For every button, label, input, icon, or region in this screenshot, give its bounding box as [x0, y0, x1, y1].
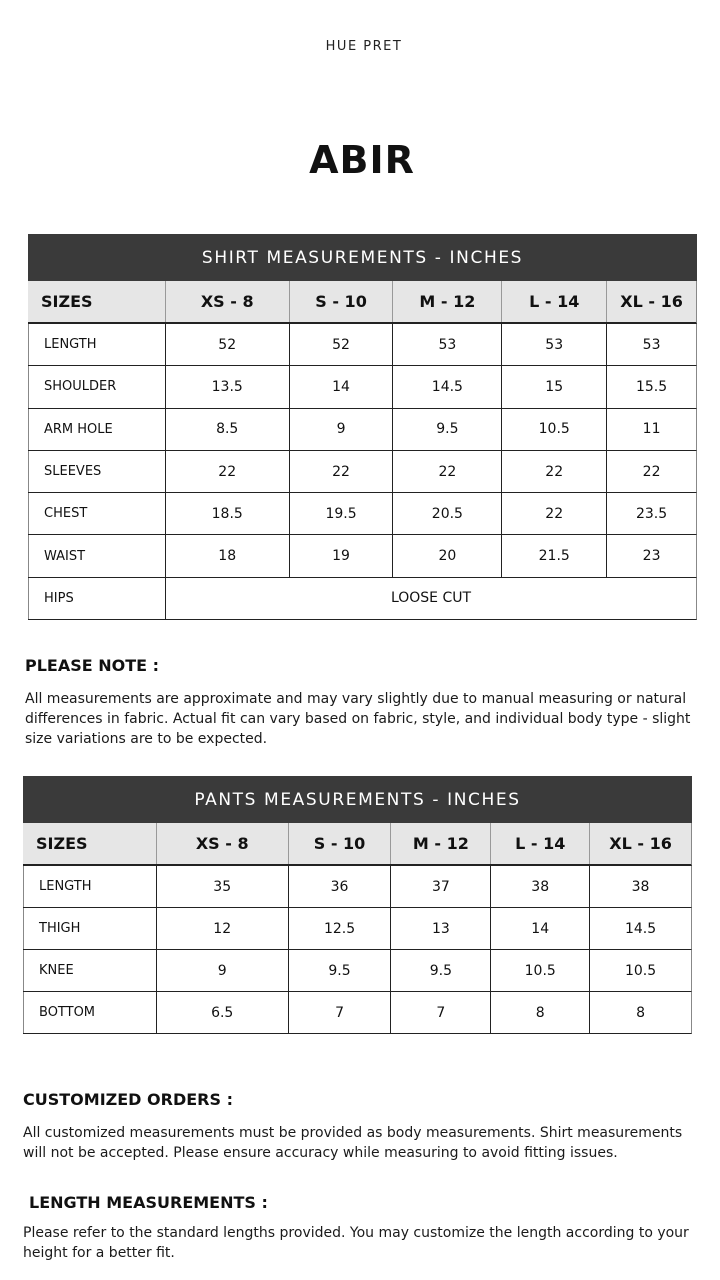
measurement-label: LENGTH — [28, 324, 165, 366]
measurement-value: 37 — [390, 866, 490, 907]
measurement-value: 9.5 — [390, 950, 490, 991]
product-title: ABIR — [309, 138, 415, 182]
size-column-header: XS - 8 — [164, 281, 289, 322]
shirt-table-heading: SHIRT MEASUREMENTS - INCHES — [28, 234, 697, 281]
measurement-value: 14 — [490, 908, 589, 949]
measurement-value: 12.5 — [287, 908, 391, 949]
measurement-value: 20 — [392, 535, 501, 577]
measurement-value: 8.5 — [164, 408, 289, 450]
measurement-value: 22 — [164, 450, 289, 493]
customized-orders-heading: CUSTOMIZED ORDERS : — [23, 1090, 233, 1109]
measurement-value: 9.5 — [287, 950, 391, 991]
table-row: BOTTOM 6.5 7 7 8 8 — [23, 992, 692, 1034]
size-column-header: L - 14 — [490, 823, 589, 864]
length-measurements-text: Please refer to the standard lengths pro… — [23, 1225, 689, 1261]
measurement-label: SHOULDER — [28, 366, 165, 408]
measurement-value: 7 — [390, 992, 490, 1033]
measurement-value: 22 — [501, 450, 606, 493]
sizes-header: SIZES — [41, 292, 93, 311]
measurement-value: 38 — [589, 866, 691, 907]
measurement-value: 14.5 — [392, 366, 501, 408]
measurement-value: 22 — [392, 450, 501, 493]
measurement-value: 18.5 — [164, 493, 289, 535]
measurement-value: 10.5 — [501, 408, 606, 450]
measurement-value: 8 — [589, 992, 691, 1033]
measurement-value: 53 — [392, 324, 501, 366]
brand-name: HUE PRET — [325, 39, 403, 54]
size-column-header: M - 12 — [392, 281, 501, 322]
pants-table-heading: PANTS MEASUREMENTS - INCHES — [23, 776, 692, 823]
measurement-value: 23.5 — [606, 493, 696, 535]
measurement-label: BOTTOM — [23, 992, 156, 1033]
measurement-value: 53 — [501, 324, 606, 366]
size-column-header: S - 10 — [287, 823, 391, 864]
measurement-value: 38 — [490, 866, 589, 907]
size-column-header: S - 10 — [288, 281, 393, 322]
measurement-value: 15.5 — [606, 366, 696, 408]
measurement-value: 10.5 — [589, 950, 691, 991]
measurement-value: 53 — [606, 324, 696, 366]
size-column-header: L - 14 — [501, 281, 606, 322]
measurement-value: 9 — [155, 950, 288, 991]
measurement-value: 15 — [501, 366, 606, 408]
measurement-value: 13 — [390, 908, 490, 949]
length-measurements-heading: LENGTH MEASUREMENTS : — [29, 1193, 268, 1212]
measurement-value: 22 — [606, 450, 696, 493]
measurement-value: 19 — [288, 535, 393, 577]
measurement-value: 14 — [288, 366, 393, 408]
size-column-header: XL - 16 — [589, 823, 691, 864]
size-column-header: XS - 8 — [155, 823, 288, 864]
table-row: LENGTH 52 52 53 53 53 — [28, 324, 697, 367]
measurement-label: KNEE — [23, 950, 156, 991]
measurement-value: 9.5 — [392, 408, 501, 450]
measurement-value: 22 — [501, 493, 606, 535]
measurement-label: HIPS — [28, 577, 165, 620]
size-column-header: M - 12 — [390, 823, 490, 864]
table-row: CHEST 18.5 19.5 20.5 22 23.5 — [28, 493, 697, 536]
measurement-label: THIGH — [23, 908, 156, 949]
measurement-value: 20.5 — [392, 493, 501, 535]
measurement-label: SLEEVES — [28, 450, 165, 493]
customized-orders-text: All customized measurements must be prov… — [23, 1125, 683, 1161]
measurement-value: 52 — [164, 324, 289, 366]
measurement-value: 14.5 — [589, 908, 691, 949]
measurement-label: WAIST — [28, 535, 165, 577]
table-row: WAIST 18 19 20 21.5 23 — [28, 535, 697, 578]
size-column-header: XL - 16 — [606, 281, 696, 322]
measurement-value: 11 — [606, 408, 696, 450]
measurement-label: ARM HOLE — [28, 408, 165, 450]
table-row: LENGTH 35 36 37 38 38 — [23, 866, 692, 908]
please-note-heading: PLEASE NOTE : — [25, 656, 160, 675]
sizes-header: SIZES — [36, 834, 88, 853]
table-row: ARM HOLE 8.5 9 9.5 10.5 11 — [28, 408, 697, 451]
measurement-label: CHEST — [28, 493, 165, 535]
table-row: HIPS LOOSE CUT — [28, 577, 697, 621]
measurement-value: LOOSE CUT — [165, 577, 696, 620]
measurement-value: 12 — [155, 908, 288, 949]
table-row: KNEE 9 9.5 9.5 10.5 10.5 — [23, 950, 692, 992]
measurement-value: 7 — [287, 992, 391, 1033]
measurement-label: LENGTH — [23, 866, 156, 907]
measurement-value: 35 — [155, 866, 288, 907]
please-note-text: All measurements are approximate and may… — [25, 691, 691, 747]
measurement-value: 21.5 — [501, 535, 606, 577]
measurement-value: 19.5 — [288, 493, 393, 535]
table-row: THIGH 12 12.5 13 14 14.5 — [23, 908, 692, 950]
measurement-value: 10.5 — [490, 950, 589, 991]
measurement-value: 52 — [288, 324, 393, 366]
measurement-value: 9 — [288, 408, 393, 450]
measurement-value: 13.5 — [164, 366, 289, 408]
measurement-value: 22 — [288, 450, 393, 493]
measurement-value: 18 — [164, 535, 289, 577]
measurement-value: 36 — [287, 866, 391, 907]
table-row: SHOULDER 13.5 14 14.5 15 15.5 — [28, 366, 697, 409]
table-row: SLEEVES 22 22 22 22 22 — [28, 450, 697, 494]
measurement-value: 23 — [606, 535, 696, 577]
measurement-value: 6.5 — [155, 992, 288, 1033]
measurement-value: 8 — [490, 992, 589, 1033]
